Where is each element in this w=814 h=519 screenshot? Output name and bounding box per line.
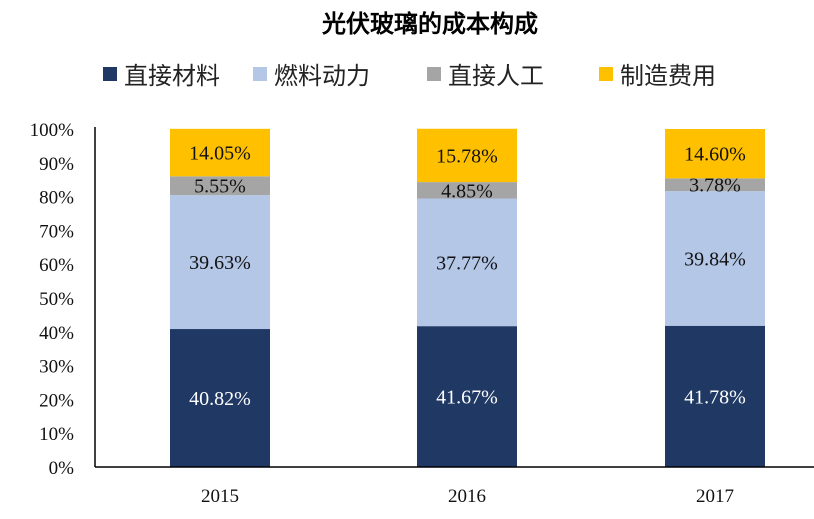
y-tick-label: 30% [39, 357, 74, 378]
bars: 40.82% 39.63% 5.55% 14.05% 41.67% 37.77% 4.85%… [170, 128, 765, 467]
x-axis: 2015 2016 2017 [95, 466, 814, 507]
bar-segment [417, 198, 517, 327]
data-label: 39.84% [684, 248, 746, 270]
data-label: 14.05% [189, 143, 251, 165]
data-label: 3.78% [689, 175, 741, 197]
legend-label: 燃料动力 [274, 63, 370, 90]
data-label: 4.85% [441, 180, 493, 202]
x-tick-label: 2016 [448, 486, 486, 507]
y-tick-label: 60% [39, 255, 74, 276]
data-label: 41.67% [436, 387, 498, 409]
bar-segment [170, 176, 270, 196]
data-label: 39.63% [189, 252, 251, 274]
chart-title: 光伏玻璃的成本构成 [321, 10, 538, 38]
y-tick-label: 40% [39, 323, 74, 344]
x-tick-label: 2017 [696, 486, 734, 507]
y-tick-label: 0% [49, 458, 75, 479]
bar-segment [665, 178, 765, 192]
y-axis: 0% 10% 20% 30% 40% 50% 60% 70% 80% 90% 100% [30, 120, 96, 479]
bar-segment [170, 128, 270, 177]
data-label: 40.82% [189, 388, 251, 410]
legend-swatch [103, 67, 117, 81]
data-label: 41.78% [684, 386, 746, 408]
bar-segment [417, 326, 517, 467]
y-tick-label: 50% [39, 289, 74, 310]
y-tick-label: 20% [39, 390, 74, 411]
data-label: 37.77% [436, 252, 498, 274]
legend: 直接材料 燃料动力 直接人工 制造费用 [103, 63, 716, 90]
legend-label: 制造费用 [620, 63, 716, 90]
x-tick-label: 2015 [201, 486, 239, 507]
bar-segment [417, 182, 517, 199]
bar-segment [665, 325, 765, 467]
bar-segment [665, 191, 765, 326]
bar-segment [417, 128, 517, 183]
legend-label: 直接材料 [124, 63, 220, 90]
data-label: 15.78% [436, 145, 498, 167]
bar-segment [170, 329, 270, 467]
legend-swatch [599, 67, 613, 81]
legend-swatch [253, 67, 267, 81]
bar-segment [665, 129, 765, 179]
y-tick-label: 80% [39, 188, 74, 209]
legend-label: 直接人工 [448, 63, 544, 90]
y-tick-label: 100% [30, 120, 75, 141]
legend-swatch [427, 67, 441, 81]
data-label: 5.55% [194, 176, 246, 198]
y-tick-label: 10% [39, 424, 74, 445]
y-tick-label: 70% [39, 221, 74, 242]
data-label: 14.60% [684, 144, 746, 166]
y-tick-label: 90% [39, 154, 74, 175]
bar-segment [170, 195, 270, 330]
